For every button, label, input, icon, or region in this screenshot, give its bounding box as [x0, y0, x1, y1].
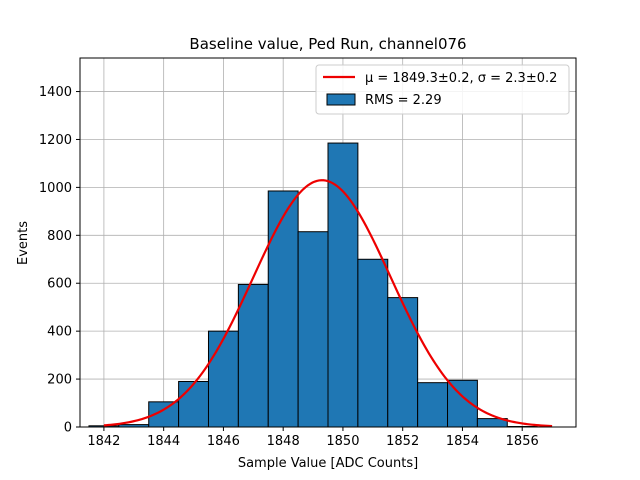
- histogram-bar: [387, 297, 419, 428]
- histogram-bar: [207, 330, 239, 428]
- y-tick-label: 1200: [39, 133, 72, 148]
- x-tick-label: 1850: [326, 434, 359, 449]
- histogram-bar: [178, 380, 209, 428]
- chart-title: Baseline value, Ped Run, channel076: [189, 35, 466, 53]
- plot-frame: [79, 57, 577, 428]
- gaussian-fit-curve: [103, 179, 553, 428]
- x-tick-label: 1848: [267, 434, 300, 449]
- y-axis-ticks: 0 200 400 600 800 1000 1200 1400: [39, 85, 80, 436]
- histogram-bar: [327, 142, 359, 428]
- histogram-bar: [237, 283, 269, 428]
- y-tick-label: 400: [47, 325, 72, 340]
- histogram-bar: [357, 258, 389, 428]
- histogram-bar: [297, 231, 329, 428]
- x-axis-ticks: 1842 1844 1846 1848 1850 1852 1854 1856: [87, 427, 539, 449]
- y-axis-label: Events: [16, 221, 31, 265]
- y-tick-label: 0: [64, 421, 72, 436]
- x-tick-label: 1842: [87, 434, 120, 449]
- legend: μ = 1849.3±0.2, σ = 2.3±0.2 RMS = 2.29: [315, 64, 570, 115]
- x-axis-label: Sample Value [ADC Counts]: [238, 456, 418, 471]
- y-tick-label: 1400: [39, 85, 72, 100]
- histogram-bar: [417, 382, 449, 428]
- histogram-bar: [267, 190, 299, 428]
- x-tick-label: 1844: [147, 434, 180, 449]
- y-tick-label: 800: [47, 229, 72, 244]
- x-tick-label: 1854: [446, 434, 479, 449]
- y-tick-label: 1000: [39, 181, 72, 196]
- y-tick-label: 600: [47, 277, 72, 292]
- x-tick-label: 1852: [386, 434, 419, 449]
- x-tick-label: 1856: [506, 434, 539, 449]
- x-tick-label: 1846: [207, 434, 240, 449]
- legend-fit-label: μ = 1849.3±0.2, σ = 2.3±0.2: [365, 71, 557, 86]
- legend-histogram-label: RMS = 2.29: [365, 93, 442, 108]
- legend-box: [315, 64, 570, 115]
- legend-histogram-swatch: [326, 93, 356, 106]
- y-tick-label: 200: [47, 373, 72, 388]
